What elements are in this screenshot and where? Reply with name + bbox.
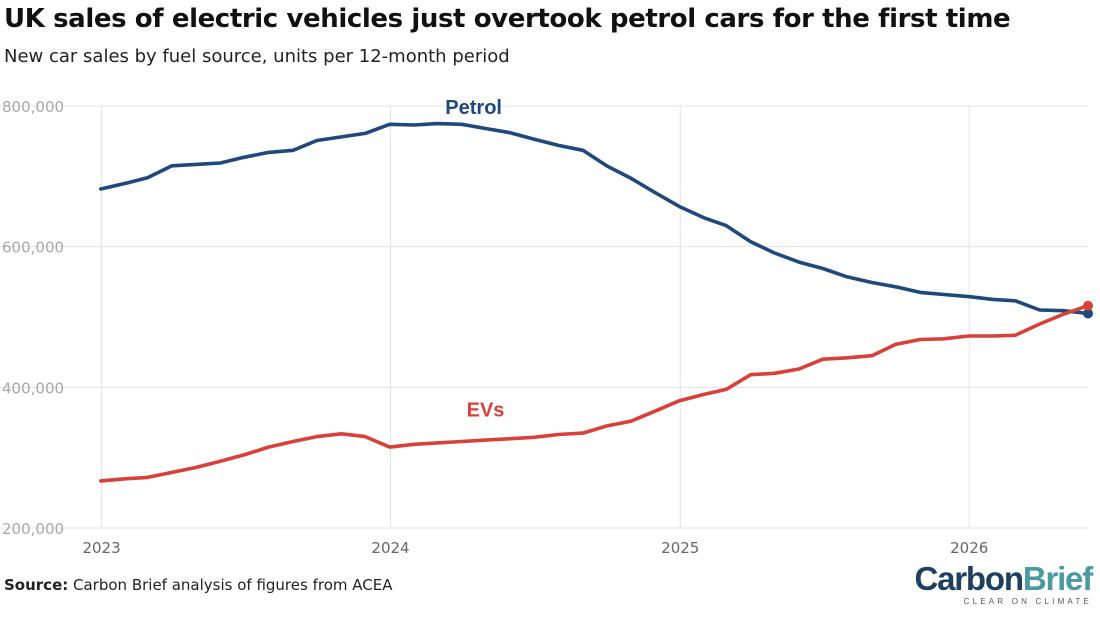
series-label-evs: EVs [467, 399, 505, 421]
y-tick-label: 600,000 [2, 239, 64, 257]
y-tick-label: 200,000 [2, 520, 64, 538]
brand-name-part1: Carbon [914, 560, 1025, 597]
x-tick-label: 2025 [661, 539, 699, 557]
gridlines [0, 105, 1088, 529]
source-note: Source: Carbon Brief analysis of figures… [4, 576, 392, 594]
series-line-petrol [99, 121, 1090, 316]
brand-name: CarbonBrief [914, 560, 1094, 597]
x-tick-label: 2026 [950, 539, 988, 557]
series-end-dot-evs [1083, 300, 1093, 311]
source-label: Source: [4, 576, 69, 594]
x-tick-label: 2023 [82, 539, 120, 557]
x-axis-tick-labels: 2023 2024 2025 2026 [82, 539, 988, 557]
brand-tagline: CLEAR ON CLIMATE [963, 597, 1092, 606]
y-tick-label: 800,000 [2, 98, 64, 116]
series-label-petrol: Petrol [445, 97, 502, 119]
y-axis-tick-labels: 200,000 400,000 600,000 800,000 [2, 98, 64, 538]
carbon-brief-logo: CarbonBrief CLEAR ON CLIMATE [914, 560, 1094, 606]
chart-title: UK sales of electric vehicles just overt… [4, 4, 1011, 34]
brand-name-part2: Brief [1022, 560, 1093, 597]
series-lines [99, 121, 1093, 483]
series-labels: Petrol EVs [445, 97, 504, 421]
y-tick-label: 400,000 [2, 379, 64, 397]
series-end-dot-petrol [1083, 308, 1093, 319]
source-text: Carbon Brief analysis of figures from AC… [68, 576, 393, 594]
x-tick-label: 2024 [371, 539, 409, 557]
series-line-evs [99, 303, 1090, 483]
chart-subtitle: New car sales by fuel source, units per … [4, 46, 510, 67]
